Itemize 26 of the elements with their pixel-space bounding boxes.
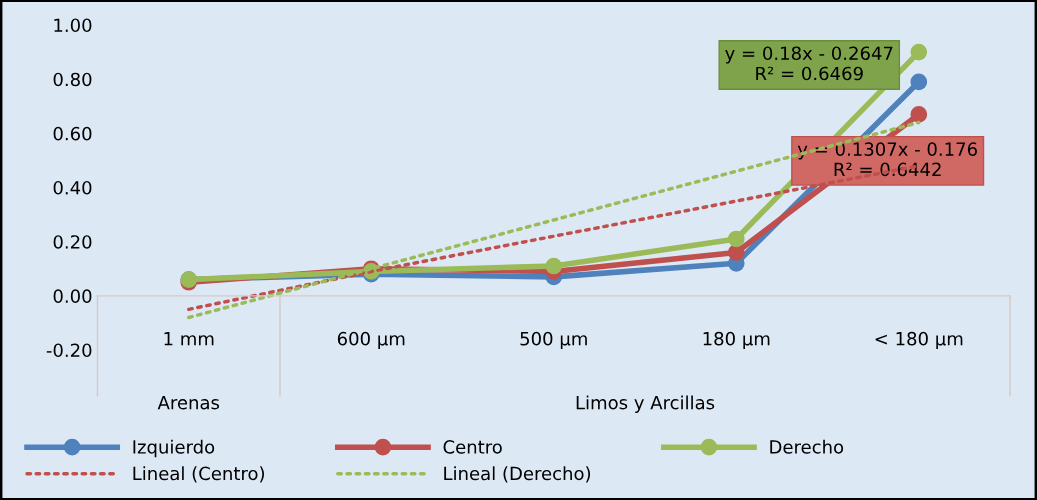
y-tick-label: 0.80 bbox=[53, 72, 92, 87]
y-tick-label: 1.00 bbox=[54, 18, 92, 33]
y-tick-label: 0.00 bbox=[53, 289, 92, 303]
point bbox=[910, 73, 928, 91]
text: Limos y Arcillas bbox=[576, 395, 715, 413]
y-tick-label: 0.20 bbox=[53, 235, 92, 249]
point bbox=[910, 106, 928, 123]
x-tick-label: 1 mm bbox=[164, 332, 214, 346]
point bbox=[727, 230, 745, 248]
legend-label: Izquierdo bbox=[133, 439, 215, 458]
legend-label: Centro bbox=[443, 440, 502, 454]
annotation: y = 0.18x - 0.2647 R² = 0.6469 bbox=[725, 46, 893, 81]
legend-label: Derecho bbox=[770, 439, 844, 454]
point bbox=[727, 244, 745, 261]
x-tick-label: 600 µm bbox=[337, 331, 405, 350]
x-tick-label: < 180 µm bbox=[875, 331, 963, 350]
point bbox=[910, 43, 928, 61]
legend-label: Lineal (Centro) bbox=[133, 466, 264, 483]
y-tick-label: -0.20 bbox=[46, 343, 92, 358]
y-tick-label: 0.40 bbox=[53, 180, 92, 195]
x-tick-label: 500 µm bbox=[520, 331, 587, 350]
x-tick-label: 180 µm bbox=[703, 331, 770, 350]
y-tick-label: 0.60 bbox=[53, 126, 92, 141]
legend-label: Lineal (Derecho) bbox=[444, 466, 591, 483]
point bbox=[545, 257, 563, 275]
text: Arenas bbox=[157, 395, 220, 410]
